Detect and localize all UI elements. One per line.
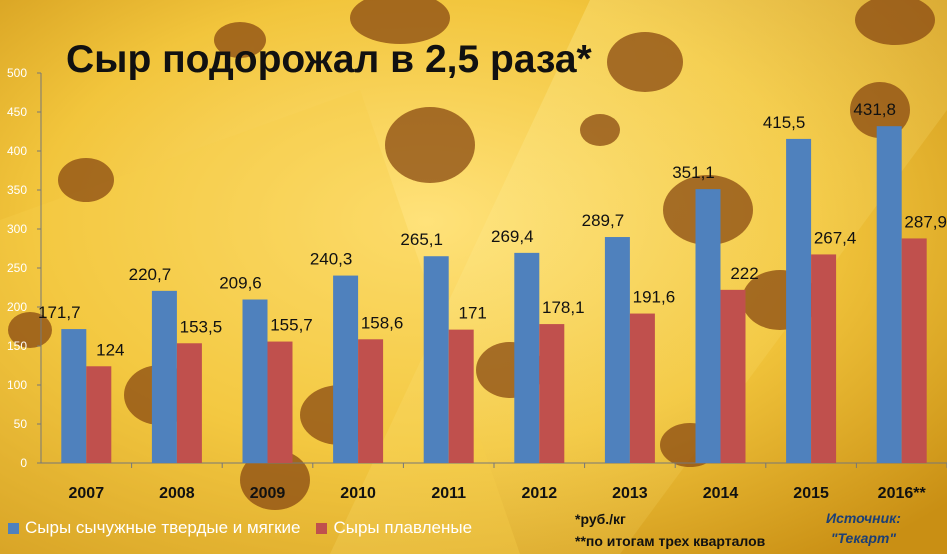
x-tick-label: 2013: [612, 485, 648, 502]
source-label: Источник:: [826, 510, 901, 526]
x-tick-label: 2014: [703, 485, 739, 502]
bar-hard-cheese-2010: [333, 275, 359, 463]
x-tick-label: 2012: [522, 485, 558, 502]
x-tick-label: 2010: [340, 485, 376, 502]
bar-hard-cheese-2009: [242, 299, 268, 463]
source-attribution: Источник: "Текарт": [826, 508, 901, 548]
bar-hard-cheese-2007: [61, 329, 87, 463]
bar-processed-cheese-2013: [629, 313, 655, 463]
data-label: 155,7: [270, 316, 313, 335]
x-tick-label: 2016**: [878, 485, 927, 502]
data-label: 220,7: [129, 265, 172, 284]
bar-processed-cheese-2007: [86, 366, 112, 463]
bar-processed-cheese-2016: [901, 238, 927, 463]
bar-processed-cheese-2011: [448, 329, 474, 463]
data-label: 153,5: [180, 317, 223, 336]
chart-title: Сыр подорожал в 2,5 раза*: [66, 38, 592, 81]
data-label: 431,8: [853, 100, 896, 119]
legend-item-series2: Сыры плавленые: [316, 518, 472, 538]
bar-processed-cheese-2014: [720, 289, 746, 463]
y-tick-label: 150: [7, 339, 27, 353]
data-label: 265,1: [400, 230, 443, 249]
source-name: "Текарт": [830, 530, 897, 546]
bar-hard-cheese-2011: [423, 256, 449, 463]
bar-hard-cheese-2008: [151, 290, 177, 463]
legend-swatch-series1: [8, 522, 19, 534]
data-label: 178,1: [542, 298, 585, 317]
y-tick-label: 200: [7, 300, 27, 314]
data-label: 124: [96, 340, 124, 359]
y-tick-label: 350: [7, 183, 27, 197]
data-label: 171: [459, 304, 487, 323]
bar-hard-cheese-2016: [876, 126, 902, 464]
bar-processed-cheese-2009: [267, 341, 293, 463]
data-label: 209,6: [219, 274, 262, 293]
y-tick-label: 250: [7, 261, 27, 275]
y-tick-label: 300: [7, 222, 27, 236]
footnote: **по итогам трех кварталов: [575, 533, 766, 549]
bar-hard-cheese-2015: [786, 138, 812, 463]
bar-processed-cheese-2008: [176, 343, 202, 463]
chart-legend: Сыры сычужные твердые и мягкие Сыры плав…: [8, 518, 488, 538]
data-label: 415,5: [763, 113, 806, 132]
bar-processed-cheese-2010: [358, 339, 384, 463]
legend-label-series1: Сыры сычужные твердые и мягкие: [25, 518, 301, 537]
y-tick-label: 400: [7, 144, 27, 158]
legend-label-series2: Сыры плавленые: [333, 518, 473, 537]
x-tick-label: 2008: [159, 485, 195, 502]
bar-processed-cheese-2012: [539, 324, 565, 463]
y-tick-label: 50: [14, 417, 28, 431]
y-tick-label: 450: [7, 105, 27, 119]
legend-item-series1: Сыры сычужные твердые и мягкие: [8, 518, 300, 538]
data-label: 171,7: [38, 303, 81, 322]
data-label: 289,7: [582, 211, 625, 230]
data-label: 269,4: [491, 227, 534, 246]
data-label: 240,3: [310, 250, 353, 269]
bar-processed-cheese-2015: [811, 254, 837, 463]
chart-notes: *руб./кг **по итогам трех кварталов: [575, 508, 765, 552]
data-label: 222: [730, 264, 758, 283]
data-label: 267,4: [814, 228, 857, 247]
bar-hard-cheese-2014: [695, 189, 721, 463]
x-tick-label: 2015: [793, 485, 829, 502]
x-tick-label: 2009: [250, 485, 286, 502]
legend-swatch-series2: [316, 522, 328, 534]
y-tick-label: 0: [20, 456, 27, 470]
bar-hard-cheese-2013: [604, 237, 630, 463]
unit-note: *руб./кг: [575, 511, 626, 527]
data-label: 287,9: [904, 212, 947, 231]
data-label: 351,1: [672, 163, 715, 182]
y-tick-label: 100: [7, 378, 27, 392]
x-tick-label: 2007: [69, 485, 105, 502]
x-tick-label: 2011: [431, 485, 466, 502]
data-label: 158,6: [361, 313, 404, 332]
data-label: 191,6: [633, 288, 676, 307]
y-tick-label: 500: [7, 66, 27, 80]
bar-hard-cheese-2012: [514, 252, 540, 463]
